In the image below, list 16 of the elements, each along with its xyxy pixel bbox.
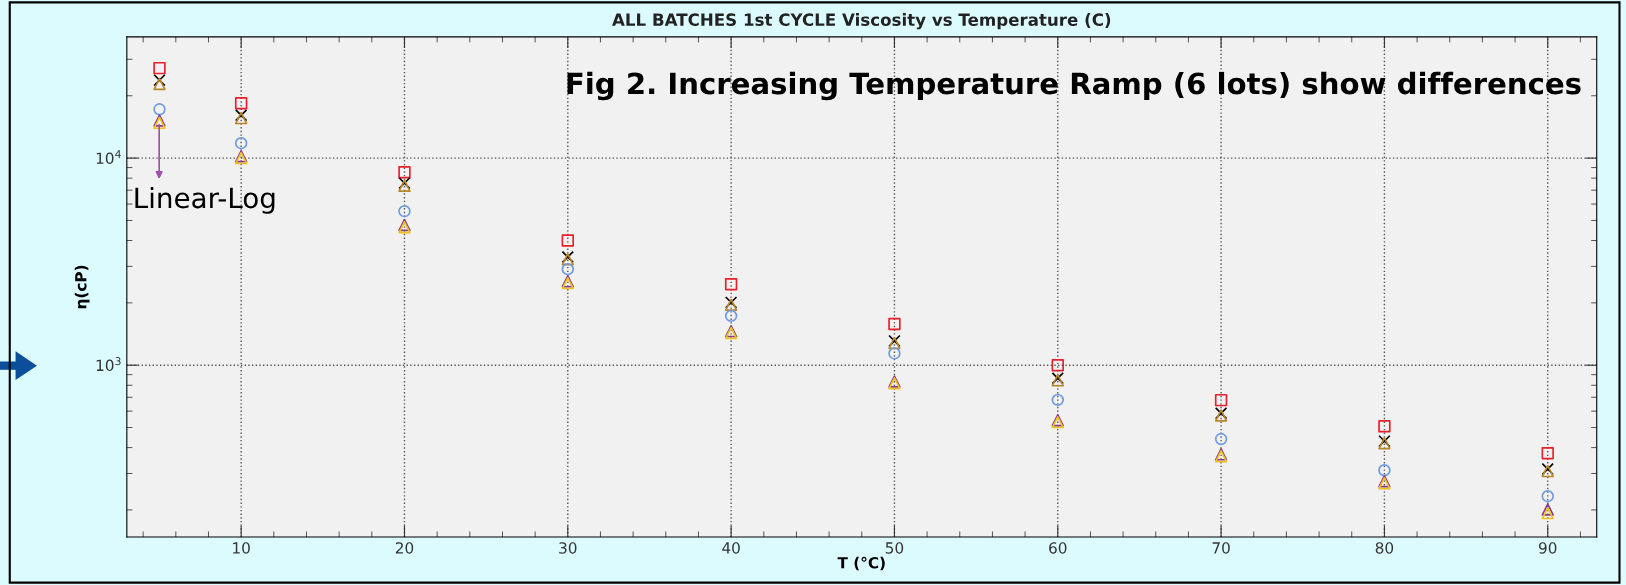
annotation: Fig 2. Increasing Temperature Ramp (6 lots) show differences (567, 71, 1581, 101)
x-tick-label: 10 (233, 542, 250, 554)
y-tick-label: 10$^{4}$ (96, 150, 121, 165)
x-tick-label: 90 (1538, 542, 1557, 554)
annotation: Linear-Log (135, 186, 275, 214)
x-tick-label: 80 (1375, 542, 1394, 554)
chart-title: ALL BATCHES 1st CYCLE Viscosity vs Temperature (C) (612, 13, 1111, 30)
x-tick-label: 70 (1212, 542, 1230, 554)
x-tick-label: 20 (395, 542, 414, 554)
x-tick-label: 50 (885, 542, 904, 554)
x-tick-label: 60 (1049, 542, 1067, 554)
x-tick-label: 40 (722, 542, 740, 554)
y-tick-label: 10$^{3}$ (96, 357, 121, 372)
x-tick-label: 30 (559, 542, 577, 554)
x-axis-title: T (°C) (837, 556, 885, 571)
y-axis-title: η(cP) (74, 265, 90, 309)
